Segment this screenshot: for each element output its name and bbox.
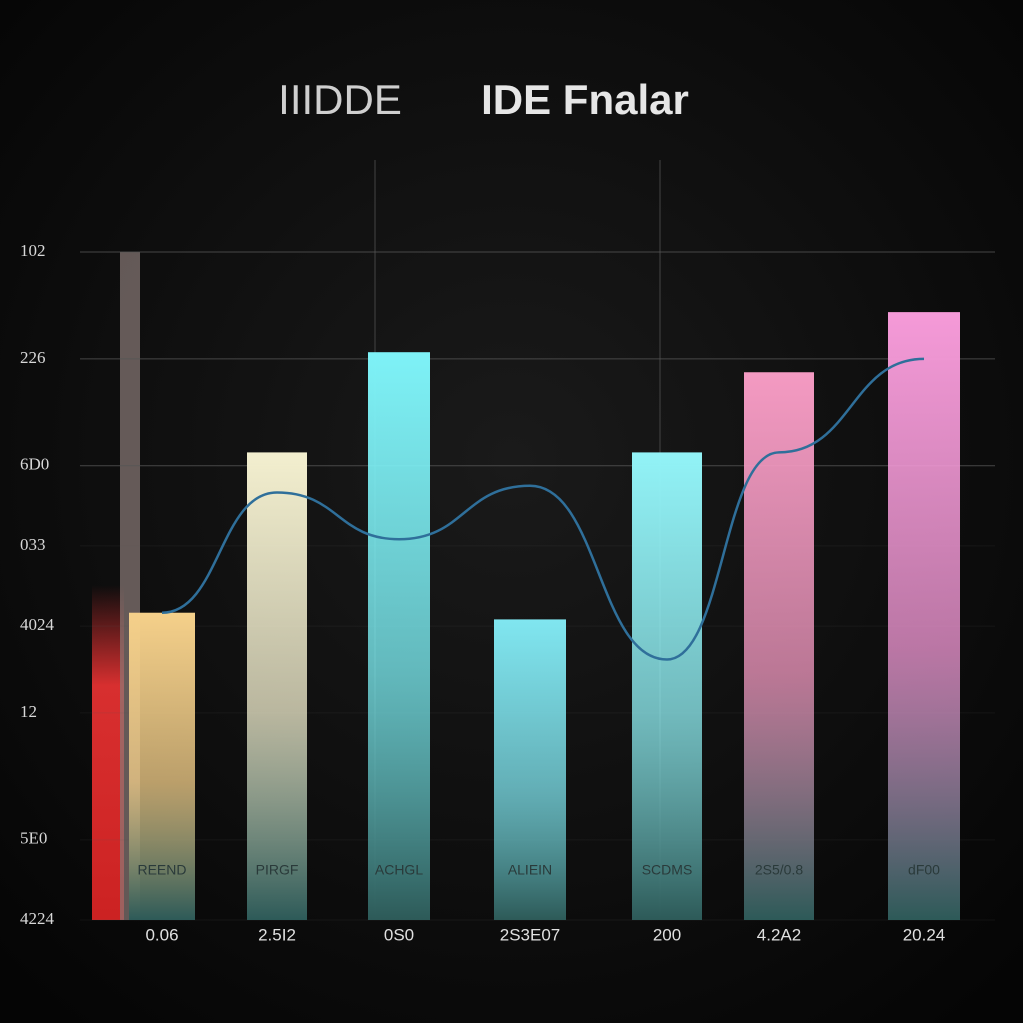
- bar-label: ALIEIN: [508, 862, 552, 878]
- bar: [494, 619, 566, 920]
- y-tick-label: 5E0: [20, 829, 47, 848]
- bar-label: ACHGL: [375, 862, 423, 878]
- bar: [368, 352, 430, 920]
- y-tick-label: 033: [20, 535, 46, 554]
- bar-label: SCDMS: [642, 862, 693, 878]
- y-tick-label: 12: [20, 702, 37, 721]
- chart-title: IDE Fnalar: [481, 76, 689, 123]
- x-tick-label: 4.2A2: [757, 925, 801, 944]
- bar: [744, 372, 814, 920]
- x-tick-label: 0.06: [145, 925, 178, 944]
- x-tick-label: 2S3E07: [500, 925, 561, 944]
- x-tick-label: 200: [653, 925, 681, 944]
- y-tick-label: 4224: [20, 909, 55, 928]
- chart-subtitle: IIIDDE: [278, 76, 402, 123]
- plot: 102 226 6D0 033 4024 12 5E0 4224 REEND 0.06 PIRGF 2…: [20, 241, 995, 944]
- bar-label: PIRGF: [256, 862, 299, 878]
- y-tick-label: 102: [20, 241, 46, 260]
- decor-glow: [92, 585, 124, 920]
- x-tick-label: 2.5I2: [258, 925, 296, 944]
- bar: [888, 312, 960, 920]
- y-tick-label: 6D0: [20, 455, 49, 474]
- bar: [129, 612, 195, 920]
- y-tick-label: 226: [20, 348, 46, 367]
- x-tick-label: 0S0: [384, 925, 414, 944]
- x-tick-label: 20.24: [903, 925, 946, 944]
- bar-label: dF00: [908, 862, 940, 878]
- line: [161, 357, 925, 661]
- bar-label: 2S5/0.8: [755, 862, 803, 878]
- bar: [632, 452, 702, 920]
- bar: [247, 452, 307, 920]
- bar-label: REEND: [137, 862, 186, 878]
- y-tick-label: 4024: [20, 615, 55, 634]
